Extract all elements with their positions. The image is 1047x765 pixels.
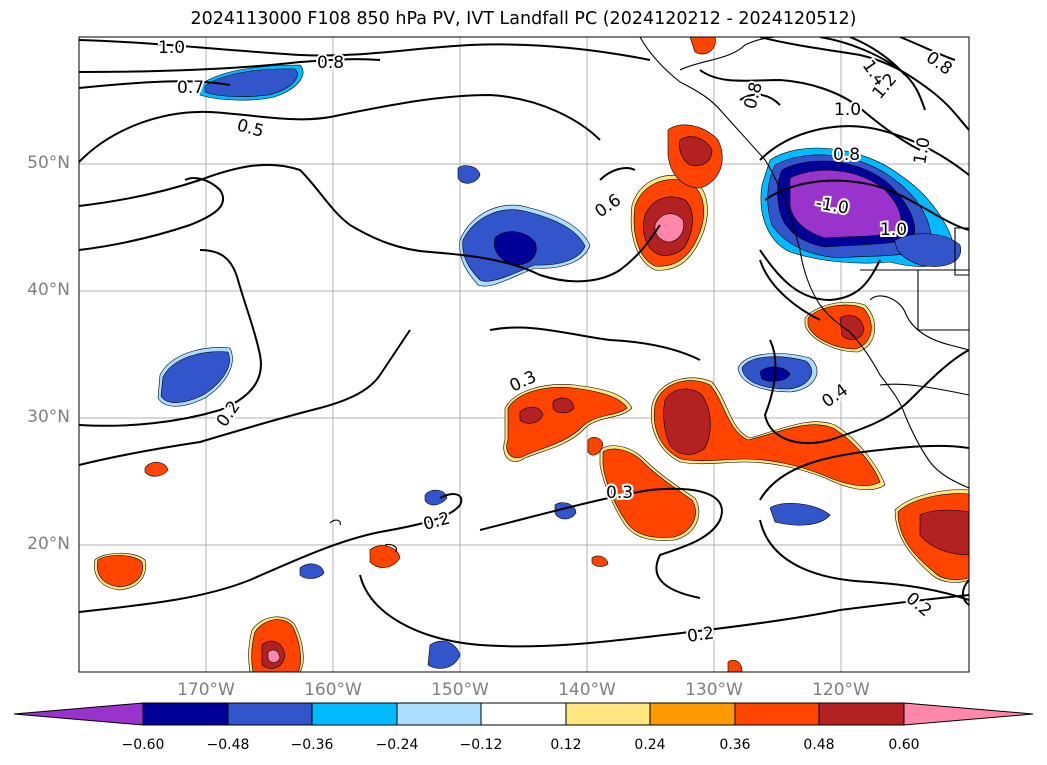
colorbar-segment	[480, 702, 567, 726]
contour-label: 0.2	[421, 509, 452, 535]
contour-label: 1.0	[158, 38, 185, 58]
colorbar-tick-label: 0.24	[634, 737, 666, 753]
colorbar-tick-label: −0.24	[375, 737, 419, 753]
contour-label: 0.7	[177, 78, 204, 98]
colorbar-segment	[565, 702, 651, 726]
colorbar-tick-label: −0.12	[459, 737, 503, 753]
lon-label: 120°W	[812, 680, 870, 700]
lon-label: 130°W	[685, 680, 743, 700]
contour-label: 0.2	[213, 397, 245, 431]
contour-label: 0.2	[686, 623, 716, 647]
lat-label: 40°N	[27, 280, 70, 300]
lon-label: 160°W	[304, 680, 362, 700]
pv-contours	[79, 37, 969, 648]
colorbar-segment	[142, 702, 229, 726]
colorbar-segment-low	[13, 702, 144, 726]
colorbar-tick-label: 0.36	[719, 737, 751, 753]
colorbar-tick-label: −0.36	[290, 737, 334, 753]
pv-filled-regions	[94, 37, 969, 672]
contour-label: 0.8	[833, 145, 860, 165]
colorbar-tick-label: −0.60	[121, 737, 165, 753]
lon-label: 170°W	[177, 680, 235, 700]
lat-label: 50°N	[27, 153, 70, 173]
colorbar-tick-label: 0.48	[803, 737, 835, 753]
colorbar-tick-label: 0.12	[550, 737, 582, 753]
page-title: 2024113000 F108 850 hPa PV, IVT Landfall…	[190, 9, 857, 29]
contour-label: 0.2	[902, 589, 936, 622]
colorbar	[13, 702, 1034, 726]
lon-label: 150°W	[431, 680, 489, 700]
contour-label: 0.8	[741, 80, 767, 111]
lat-label: 20°N	[27, 534, 70, 554]
contour-label: 0.5	[235, 116, 266, 142]
lat-label: 30°N	[27, 407, 70, 427]
colorbar-segment	[818, 702, 905, 726]
contour-label: 0.8	[922, 48, 956, 80]
colorbar-segment	[649, 702, 736, 726]
colorbar-segment	[227, 702, 313, 726]
contour-label: 0.3	[606, 483, 633, 503]
colorbar-segment	[311, 702, 398, 726]
colorbar-segment	[734, 702, 820, 726]
contour-label: 0.4	[818, 380, 852, 412]
colorbar-segment	[396, 702, 482, 726]
contour-label: 1.0	[910, 136, 934, 166]
colorbar-segment-high	[903, 702, 1034, 726]
contour-label: 0.6	[591, 190, 625, 222]
map-frame	[78, 36, 970, 673]
colorbar-tick-label: 0.60	[888, 737, 920, 753]
lon-label: 140°W	[558, 680, 616, 700]
contour-label: 0.8	[317, 53, 344, 73]
colorbar-tick-label: −0.48	[206, 737, 250, 753]
contour-label: 1.0	[834, 100, 861, 120]
contour-label: 1.0	[880, 220, 907, 240]
